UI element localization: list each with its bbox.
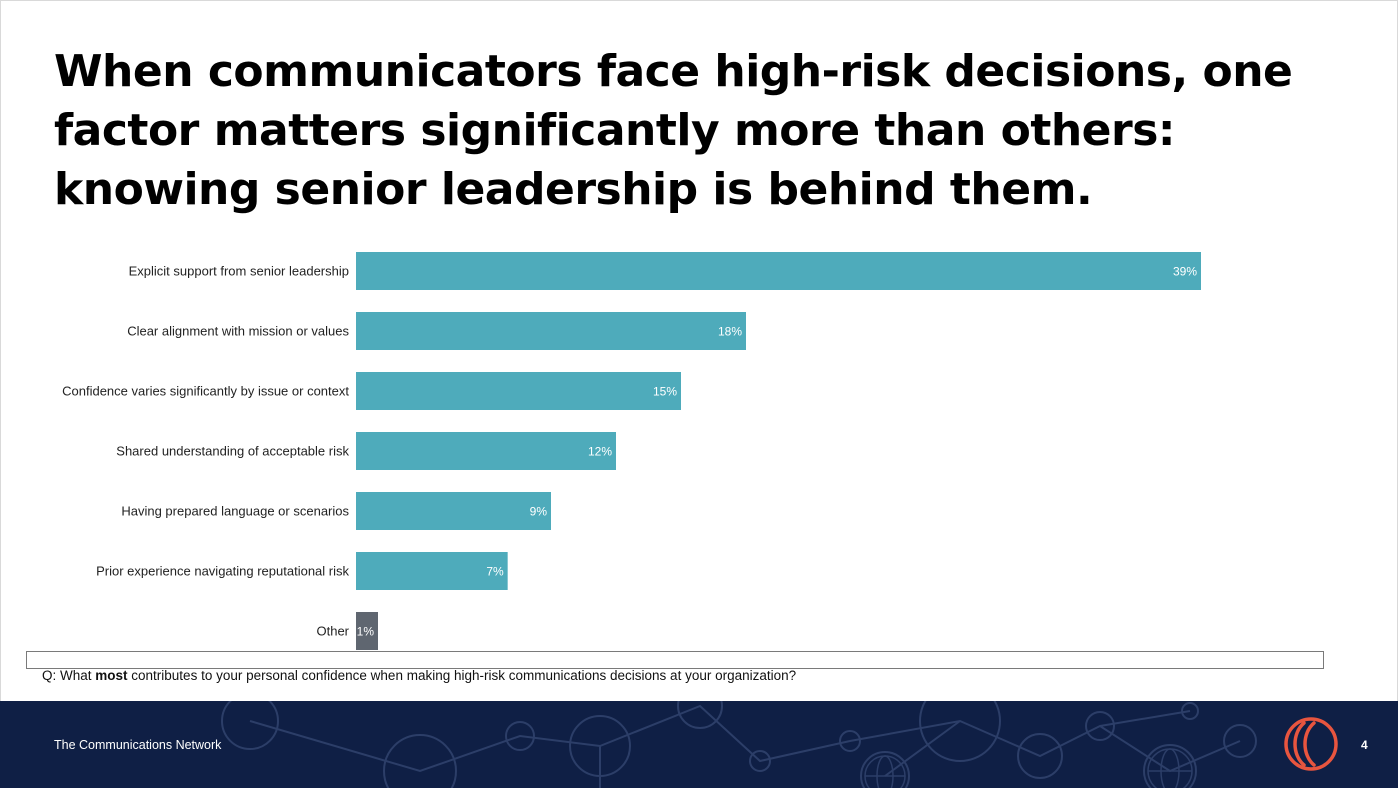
bar-3 (356, 432, 616, 470)
value-label-2: 15% (653, 385, 677, 399)
value-label-0: 39% (1173, 265, 1197, 279)
bar-0 (356, 252, 1201, 290)
value-label-1: 18% (718, 325, 742, 339)
category-label-4: Having prepared language or scenarios (121, 504, 349, 519)
communications-network-logo-icon (1284, 717, 1338, 771)
question-prefix: Q: What (42, 668, 96, 683)
survey-question: Q: What most contributes to your persona… (42, 668, 796, 683)
category-label-5: Prior experience navigating reputational… (96, 564, 349, 579)
page-number: 4 (1361, 738, 1368, 752)
bar-1 (356, 312, 746, 350)
org-name: The Communications Network (54, 738, 222, 752)
category-label-2: Confidence varies significantly by issue… (62, 384, 349, 399)
bar-chart: Explicit support from senior leadership 3… (62, 252, 1201, 650)
bar-2 (356, 372, 681, 410)
slide-headline: When communicators face high-risk decisi… (54, 46, 1293, 215)
category-label-0: Explicit support from senior leadership (129, 264, 349, 279)
category-label-6: Other (316, 624, 349, 639)
bar-4 (356, 492, 551, 530)
bar-6 (356, 612, 378, 650)
value-label-3: 12% (588, 445, 612, 459)
question-suffix: contributes to your personal confidence … (127, 668, 797, 683)
value-label-5: 7% (486, 565, 504, 579)
category-label-1: Clear alignment with mission or values (127, 324, 349, 339)
category-label-3: Shared understanding of acceptable risk (116, 444, 349, 459)
footer-band: The Communications Network 4 (0, 701, 1398, 788)
value-label-4: 9% (530, 505, 548, 519)
network-pattern-decoration (221, 701, 1257, 788)
question-emphasis: most (95, 668, 128, 683)
value-label-6: 1% (357, 625, 375, 639)
bar-5 (356, 552, 508, 590)
question-box (26, 651, 1324, 669)
